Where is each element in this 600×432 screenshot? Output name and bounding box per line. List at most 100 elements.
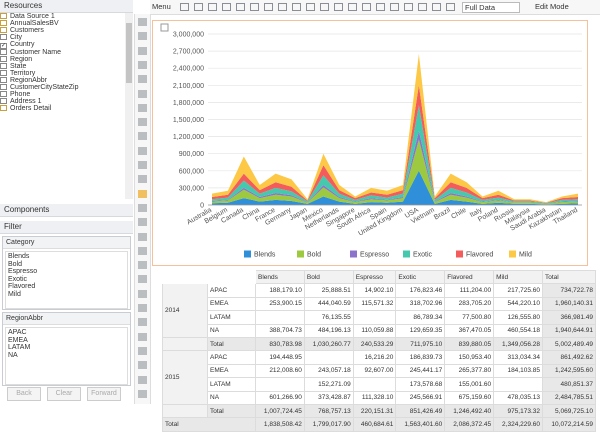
value-cell: 366,981.49 [542, 310, 596, 325]
filter-item[interactable]: APAC [8, 329, 27, 336]
tool-icon[interactable] [222, 3, 231, 11]
tool-icon[interactable] [264, 3, 273, 11]
filter-button[interactable]: Clear [47, 387, 81, 401]
component-icon[interactable] [138, 203, 147, 212]
component-icon[interactable] [138, 146, 147, 155]
tool-icon[interactable] [320, 3, 329, 11]
component-icon[interactable] [138, 232, 147, 241]
tree-item[interactable]: Customers [0, 27, 125, 34]
filter-item[interactable]: Bold [8, 260, 23, 268]
tool-icon[interactable] [446, 3, 455, 11]
component-icon[interactable] [138, 346, 147, 355]
filter-box-title: RegionAbbr [3, 313, 130, 325]
components-header[interactable]: Components [0, 204, 133, 217]
value-cell: 768,757.13 [303, 403, 354, 419]
component-icon[interactable] [138, 375, 147, 384]
value-cell: 155,001.60 [444, 377, 495, 392]
component-icon[interactable] [138, 332, 147, 341]
tree-item[interactable]: Orders Detail [0, 105, 125, 112]
filter-item[interactable]: Blends [8, 253, 30, 260]
tool-icon[interactable] [194, 3, 203, 11]
component-icon[interactable] [138, 118, 147, 127]
tree-item[interactable]: Data Source 1 [0, 13, 125, 20]
filter-item[interactable]: Exotic [8, 275, 28, 283]
tool-icon[interactable] [418, 3, 427, 11]
edit-mode-button[interactable]: Edit Mode [535, 2, 569, 11]
filter-item[interactable]: LATAM [8, 344, 31, 352]
filter-item[interactable]: EMEA [8, 336, 28, 344]
component-icon[interactable] [138, 361, 147, 370]
table-row: LATAM 152,271.09 173,578.68 155,001.60 480,8… [163, 377, 596, 392]
value-cell: 313,034.34 [493, 350, 543, 365]
component-icon[interactable] [138, 32, 147, 41]
component-icon[interactable] [138, 189, 147, 198]
tree-item[interactable]: AnnualSalesBV [0, 20, 125, 27]
tree-item[interactable]: Customer Name [0, 49, 125, 56]
column-header: Blends [255, 269, 305, 285]
tree-item[interactable]: State [0, 63, 125, 70]
tool-icon[interactable] [404, 3, 413, 11]
filter-item[interactable]: Flavored [8, 283, 36, 291]
value-cell: 126,555.80 [493, 310, 543, 325]
tool-icon[interactable] [278, 3, 287, 11]
tool-icon[interactable] [250, 3, 259, 11]
tree-item[interactable]: Region [0, 56, 125, 63]
add-button[interactable] [160, 23, 169, 32]
chart-frame [152, 20, 588, 266]
tree-item[interactable]: Address 1 [0, 98, 125, 105]
filter-item[interactable]: NA [8, 351, 18, 359]
component-icon[interactable] [138, 103, 147, 112]
component-icon[interactable] [138, 275, 147, 284]
tree-item[interactable]: RegionAbbr [0, 77, 125, 84]
filter-button[interactable]: Forward [87, 387, 121, 401]
menu-button[interactable]: Menu [152, 2, 171, 11]
component-icon[interactable] [138, 246, 147, 255]
tool-icon[interactable] [432, 3, 441, 11]
filter-button[interactable]: Back [7, 387, 41, 401]
filter-item[interactable]: Mild [8, 290, 21, 298]
component-icon[interactable] [138, 132, 147, 141]
component-icon[interactable] [138, 175, 147, 184]
tree-icon [0, 91, 7, 97]
tool-icon[interactable] [292, 3, 301, 11]
tool-icon[interactable] [348, 3, 357, 11]
tree-item[interactable]: ✓ Country [0, 41, 125, 49]
tool-icon[interactable] [334, 3, 343, 11]
data-mode-select[interactable]: Full Data [462, 2, 520, 13]
column-header: Bold [303, 269, 354, 285]
tree-item[interactable]: City [0, 34, 125, 41]
component-icon[interactable] [138, 389, 147, 398]
value-cell: 1,940,644.91 [542, 323, 596, 338]
tool-icon[interactable] [376, 3, 385, 11]
tool-icon[interactable] [390, 3, 399, 11]
tool-icon[interactable] [306, 3, 315, 11]
region-cell: Total [207, 403, 256, 419]
tool-icon[interactable] [180, 3, 189, 11]
component-icon[interactable] [138, 304, 147, 312]
component-icon[interactable] [138, 46, 147, 55]
value-cell: 217,725.60 [493, 283, 543, 298]
value-cell: 5,069,725.10 [542, 403, 596, 419]
component-icon[interactable] [138, 218, 147, 227]
component-icon[interactable] [138, 161, 147, 169]
legend-label: Exotic [413, 252, 433, 259]
value-cell: 265,377.80 [444, 363, 495, 379]
component-icon[interactable] [138, 89, 147, 98]
tool-icon[interactable] [208, 3, 217, 11]
component-icon[interactable] [138, 318, 147, 327]
component-icon[interactable] [138, 60, 147, 69]
value-cell: 480,851.37 [542, 377, 596, 392]
component-icon[interactable] [138, 289, 147, 298]
component-icon[interactable] [138, 261, 147, 270]
tool-icon[interactable] [362, 3, 371, 11]
tree-item[interactable]: CustomerCityStateZip [0, 84, 125, 91]
value-cell: 283,705.20 [444, 296, 495, 312]
component-icon[interactable] [138, 75, 147, 84]
tree-item[interactable]: Territory [0, 70, 125, 77]
value-cell: 675,159.60 [444, 390, 495, 405]
filter-item[interactable]: Espresso [8, 268, 38, 276]
tool-icon[interactable] [236, 3, 245, 11]
component-icon[interactable] [138, 18, 147, 26]
tree-item[interactable]: Phone [0, 91, 125, 98]
value-cell: 10,072,214.59 [542, 417, 596, 432]
